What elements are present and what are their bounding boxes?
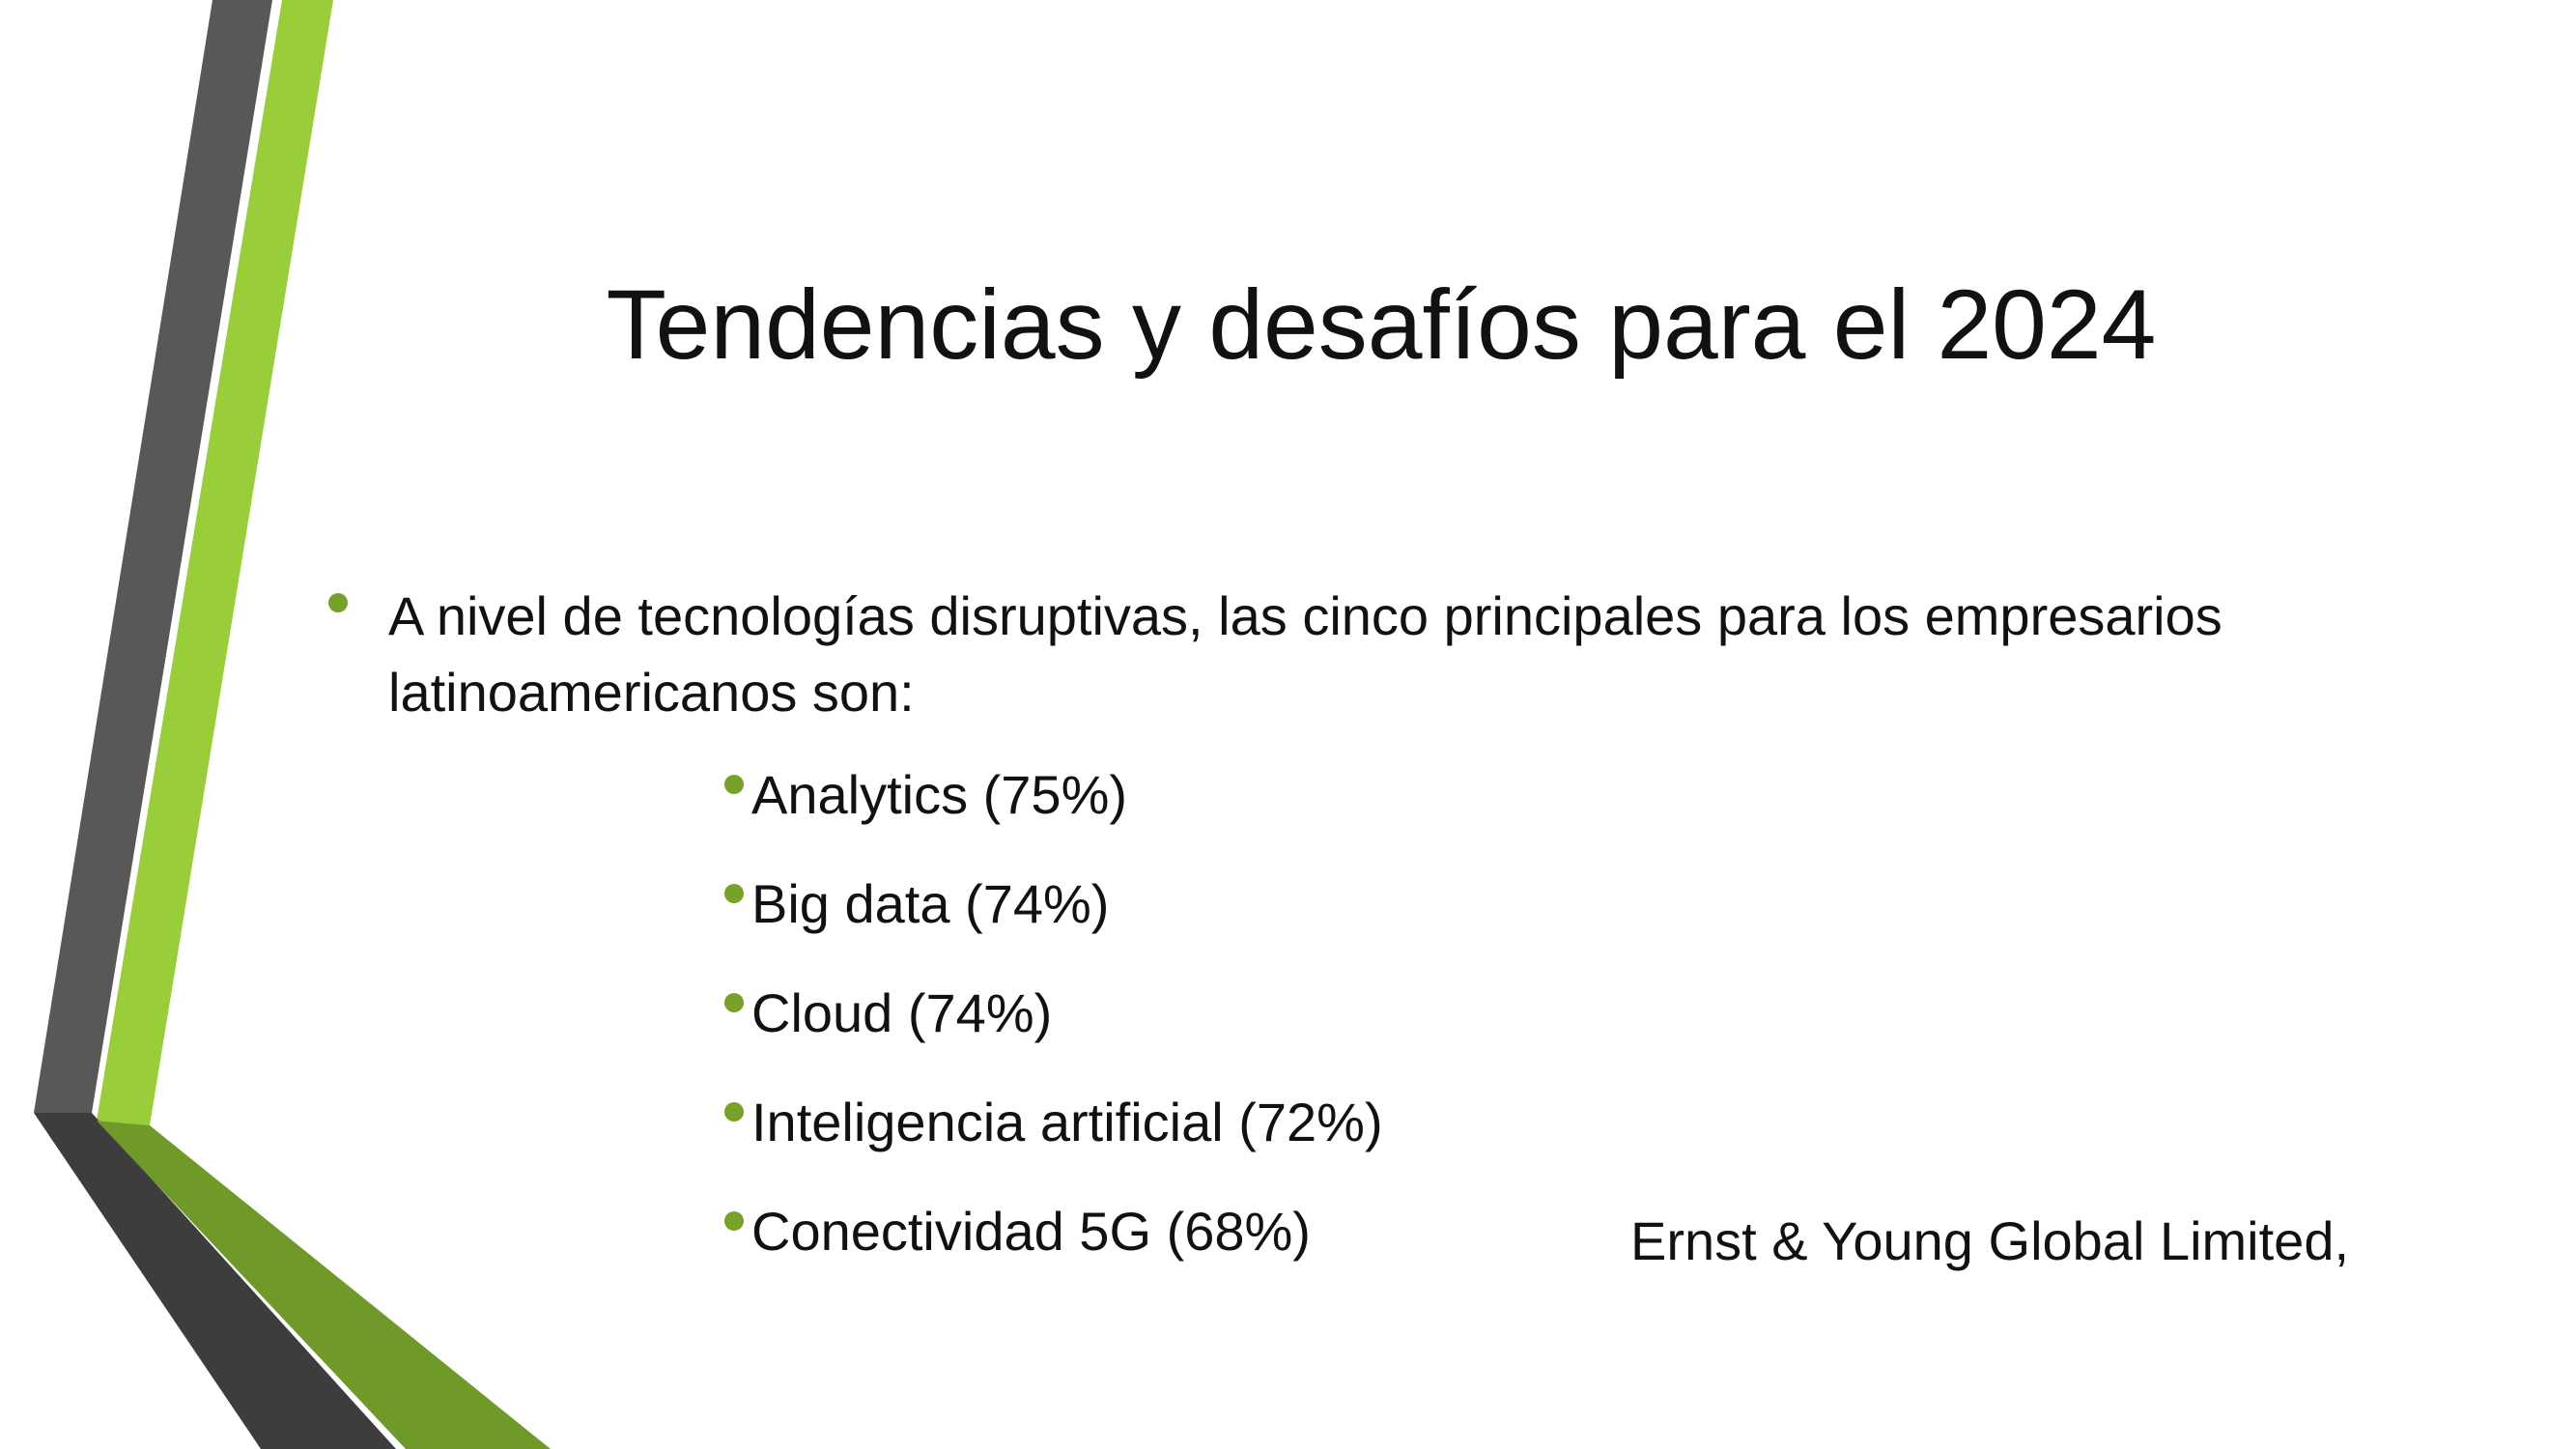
intro-text: A nivel de tecnologías disruptivas, las … <box>388 585 2222 723</box>
intro-bullet: A nivel de tecnologías disruptivas, las … <box>328 578 2434 730</box>
green-diagonal <box>97 1121 551 1449</box>
technology-label: Analytics (75%) <box>751 764 1128 825</box>
list-item: Big data (74%) <box>724 870 1383 980</box>
technology-label: Inteligencia artificial (72%) <box>751 1092 1383 1152</box>
gray-diagonal <box>34 1113 396 1449</box>
gray-band <box>34 0 272 1113</box>
technology-label: Big data (74%) <box>751 873 1110 934</box>
list-item: Conectividad 5G (68%) <box>724 1198 1383 1307</box>
bullet-dot-icon <box>724 1102 744 1122</box>
bullet-dot-icon <box>724 884 744 903</box>
source-citation: Ernst & Young Global Limited, <box>1630 1210 2350 1271</box>
bullet-dot-icon <box>724 1211 744 1231</box>
list-item: Analytics (75%) <box>724 761 1383 870</box>
list-item: Cloud (74%) <box>724 980 1383 1089</box>
green-band <box>97 0 333 1125</box>
slide-title: Tendencias y desafíos para el 2024 <box>606 270 2157 380</box>
list-item: Inteligencia artificial (72%) <box>724 1089 1383 1198</box>
bullet-dot-icon <box>724 775 744 794</box>
bullet-dot-icon <box>724 993 744 1012</box>
technology-label: Cloud (74%) <box>751 982 1053 1043</box>
technology-list: Analytics (75%) Big data (74%) Cloud (74… <box>724 761 1383 1307</box>
technology-label: Conectividad 5G (68%) <box>751 1201 1311 1262</box>
bullet-dot-icon <box>328 593 348 612</box>
